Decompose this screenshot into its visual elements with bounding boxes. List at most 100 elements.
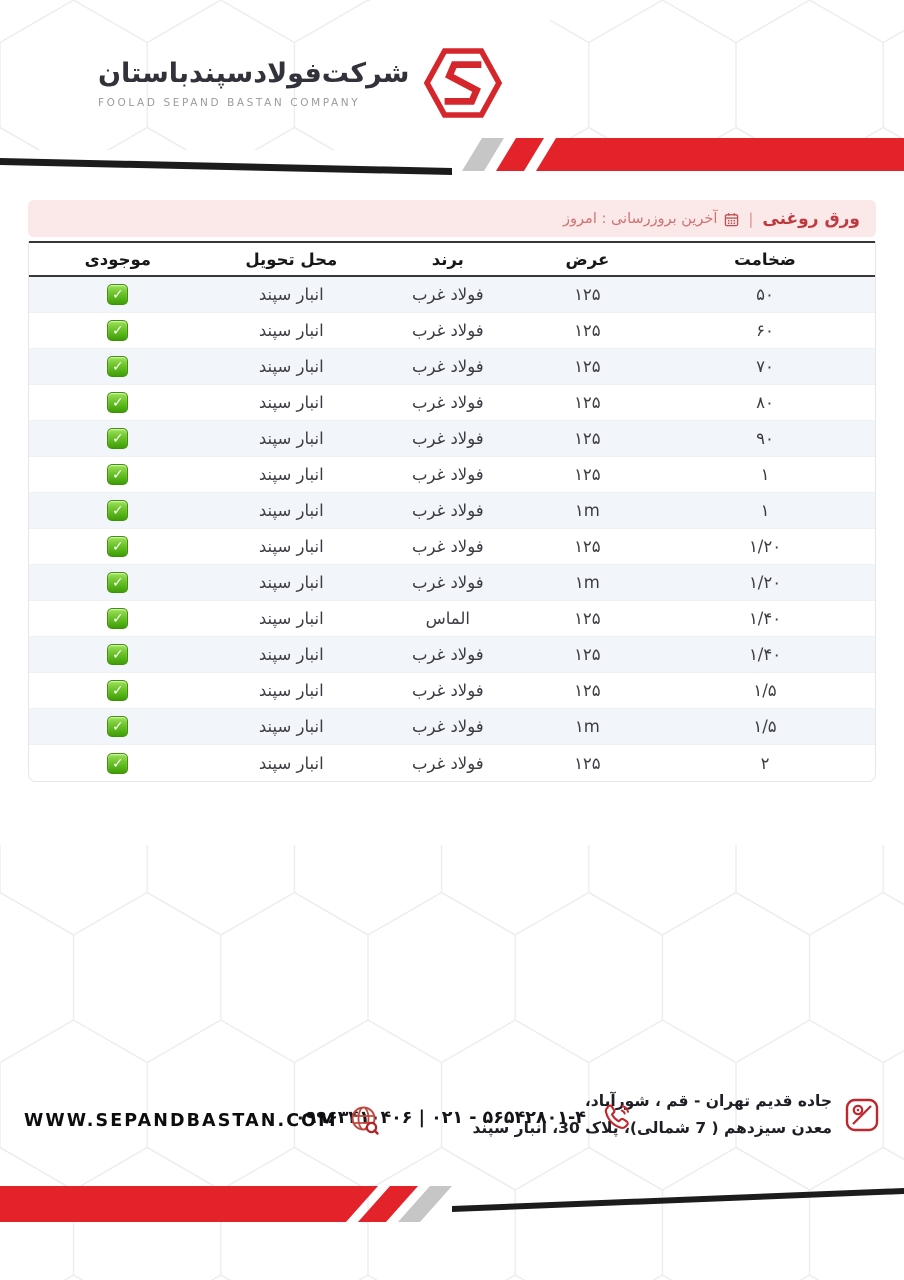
company-name-block: شرکت‌فولادسپندباستان FOOLAD SEPAND BASTA…	[98, 57, 409, 109]
cell-width: ۱m	[519, 709, 656, 745]
phone-icon	[604, 1104, 629, 1130]
in-stock-check-icon: ✓	[107, 392, 129, 413]
cell-delivery: انبار سپند	[206, 493, 376, 529]
company-name-en: FOOLAD SEPAND BASTAN COMPANY	[98, 97, 361, 109]
last-update-label: آخرین بروزرسانی : امروز	[563, 210, 718, 227]
cell-stock: ✓	[29, 637, 207, 673]
cell-thickness: ۱/۲۰	[655, 565, 875, 601]
cell-delivery: انبار سپند	[206, 277, 376, 313]
company-logo-icon	[424, 48, 503, 118]
table-row: ۹۰ ۱۲۵ فولاد غرب انبار سپند ✓	[29, 421, 875, 457]
cell-delivery: انبار سپند	[206, 385, 376, 421]
cell-thickness: ۱	[655, 457, 875, 493]
product-title: ورق روغنی	[762, 208, 860, 229]
products-table: ضخامت عرض برند محل تحویل موجودی ۵۰ ۱۲۵ فول…	[29, 241, 875, 781]
table-row: ۱ ۱m فولاد غرب انبار سپند ✓	[29, 493, 875, 529]
table-header-row: ضخامت عرض برند محل تحویل موجودی	[29, 241, 875, 277]
cell-stock: ✓	[29, 421, 207, 457]
cell-width: ۱۲۵	[519, 673, 656, 709]
company-logo: شرکت‌فولادسپندباستان FOOLAD SEPAND BASTA…	[98, 40, 503, 126]
cell-width: ۱m	[519, 565, 656, 601]
cell-width: ۱۲۵	[519, 385, 656, 421]
cell-brand: فولاد غرب	[375, 385, 520, 421]
cell-delivery: انبار سپند	[206, 709, 376, 745]
cell-delivery: انبار سپند	[206, 421, 376, 457]
col-header-thickness: ضخامت	[655, 241, 875, 277]
cell-brand: فولاد غرب	[375, 349, 520, 385]
cell-brand: فولاد غرب	[375, 313, 520, 349]
cell-stock: ✓	[29, 565, 207, 601]
table-row: ۱/۲۰ ۱۲۵ فولاد غرب انبار سپند ✓	[29, 529, 875, 565]
cell-thickness: ۹۰	[655, 421, 875, 457]
cell-width: ۱۲۵	[519, 421, 656, 457]
table-row: ۶۰ ۱۲۵ فولاد غرب انبار سپند ✓	[29, 313, 875, 349]
col-header-stock: موجودی	[29, 241, 207, 277]
cell-delivery: انبار سپند	[206, 457, 376, 493]
col-header-delivery: محل تحویل	[206, 241, 376, 277]
title-separator: |	[748, 209, 754, 228]
cell-thickness: ۱/۵	[655, 709, 875, 745]
cell-thickness: ۱/۴۰	[655, 637, 875, 673]
cell-width: ۱۲۵	[519, 313, 656, 349]
in-stock-check-icon: ✓	[107, 680, 129, 701]
cell-stock: ✓	[29, 601, 207, 637]
table-row: ۱/۲۰ ۱m فولاد غرب انبار سپند ✓	[29, 565, 875, 601]
cell-stock: ✓	[29, 673, 207, 709]
in-stock-check-icon: ✓	[107, 428, 129, 449]
cell-thickness: ۵۰	[655, 277, 875, 313]
cell-brand: فولاد غرب	[375, 493, 520, 529]
table-row: ۱/۴۰ ۱۲۵ فولاد غرب انبار سپند ✓	[29, 637, 875, 673]
cell-width: ۱۲۵	[519, 457, 656, 493]
cell-thickness: ۶۰	[655, 313, 875, 349]
cell-brand: فولاد غرب	[375, 745, 520, 781]
products-table-container: ضخامت عرض برند محل تحویل موجودی ۵۰ ۱۲۵ فول…	[28, 241, 876, 782]
cell-width: ۱۲۵	[519, 277, 656, 313]
in-stock-check-icon: ✓	[107, 536, 129, 557]
website-link[interactable]: WWW.SEPANDBASTAN.COM	[24, 1103, 383, 1139]
cell-delivery: انبار سپند	[206, 637, 376, 673]
cell-stock: ✓	[29, 277, 207, 313]
cell-delivery: انبار سپند	[206, 565, 376, 601]
cell-stock: ✓	[29, 709, 207, 745]
cell-delivery: انبار سپند	[206, 349, 376, 385]
cell-width: ۱۲۵	[519, 637, 656, 673]
cell-thickness: ۷۰	[655, 349, 875, 385]
in-stock-check-icon: ✓	[107, 464, 129, 485]
cell-stock: ✓	[29, 349, 207, 385]
cell-brand: فولاد غرب	[375, 277, 520, 313]
cell-stock: ✓	[29, 745, 207, 781]
in-stock-check-icon: ✓	[107, 284, 129, 305]
cell-brand: فولاد غرب	[375, 565, 520, 601]
cell-width: ۱۲۵	[519, 529, 656, 565]
cell-thickness: ۱/۴۰	[655, 601, 875, 637]
cell-width: ۱m	[519, 493, 656, 529]
table-row: ۱/۴۰ ۱۲۵ الماس انبار سپند ✓	[29, 601, 875, 637]
cell-width: ۱۲۵	[519, 745, 656, 781]
table-row: ۱/۵ ۱۲۵ فولاد غرب انبار سپند ✓	[29, 673, 875, 709]
cell-brand: فولاد غرب	[375, 529, 520, 565]
in-stock-check-icon: ✓	[107, 572, 129, 593]
table-row: ۷۰ ۱۲۵ فولاد غرب انبار سپند ✓	[29, 349, 875, 385]
cell-delivery: انبار سپند	[206, 601, 376, 637]
cell-thickness: ۲	[655, 745, 875, 781]
in-stock-check-icon: ✓	[107, 356, 129, 377]
cell-brand: فولاد غرب	[375, 673, 520, 709]
cell-brand: فولاد غرب	[375, 421, 520, 457]
col-header-brand: برند	[375, 241, 520, 277]
cell-width: ۱۲۵	[519, 349, 656, 385]
cell-delivery: انبار سپند	[206, 745, 376, 781]
cell-stock: ✓	[29, 529, 207, 565]
globe-search-icon	[351, 1106, 379, 1135]
col-header-width: عرض	[519, 241, 656, 277]
cell-thickness: ۱/۵	[655, 673, 875, 709]
cell-delivery: انبار سپند	[206, 529, 376, 565]
in-stock-check-icon: ✓	[107, 716, 129, 737]
in-stock-check-icon: ✓	[107, 752, 129, 774]
table-row: ۵۰ ۱۲۵ فولاد غرب انبار سپند ✓	[29, 277, 875, 313]
map-location-icon	[845, 1098, 879, 1132]
cell-brand: فولاد غرب	[375, 457, 520, 493]
in-stock-check-icon: ✓	[107, 608, 129, 629]
cell-thickness: ۸۰	[655, 385, 875, 421]
table-row: ۲ ۱۲۵ فولاد غرب انبار سپند ✓	[29, 745, 875, 781]
